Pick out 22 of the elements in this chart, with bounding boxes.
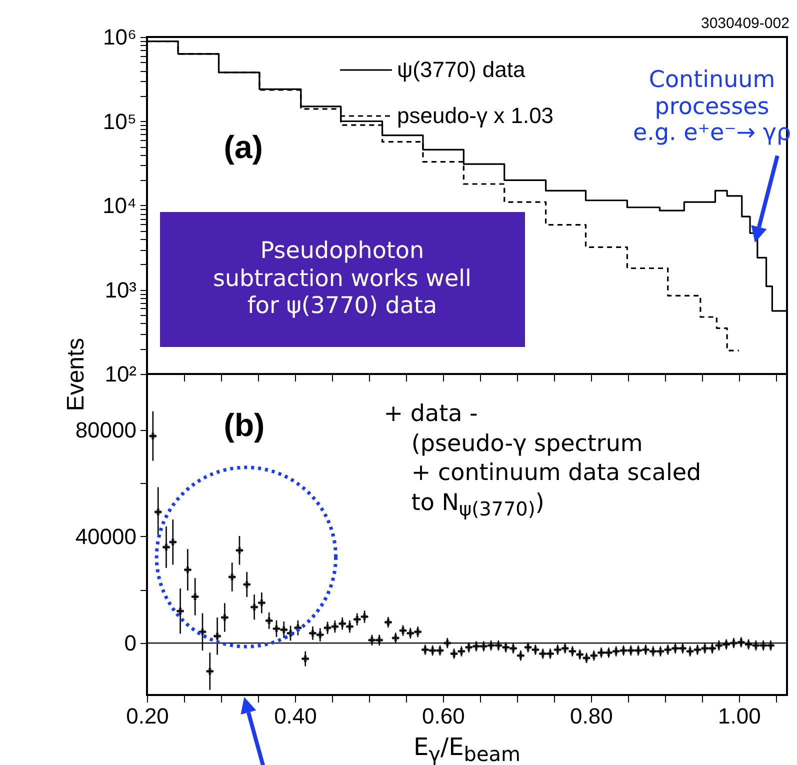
x-tick-label: 0.80	[570, 704, 613, 728]
legend-label: pseudo-γ x 1.03	[397, 103, 554, 128]
x-tick-label: 0.20	[126, 704, 169, 728]
y-tick-label: 10³	[104, 277, 136, 302]
y-tick-label: 10⁵	[102, 108, 136, 134]
y-tick-label: 10⁶	[102, 24, 136, 50]
x-tick-label: 0.60	[422, 704, 465, 728]
y-tick-label: 10²	[104, 362, 136, 386]
legend-label: ψ(3770) data	[397, 57, 526, 82]
y-tick-label: 40000	[75, 524, 136, 549]
x-tick-label: 1.00	[718, 704, 761, 728]
text-box: Pseudophoton subtraction works well for ψ(3770) data	[160, 212, 525, 348]
y-tick-label: 0	[124, 630, 136, 656]
annotation: + data - (pseudo-γ spectrum + continuum data scaled to N$_{ψ(3770)}$)	[384, 400, 702, 523]
text: 3030409-002	[701, 15, 790, 33]
x-axis-title: E$_{γ}$/E$_{beam}$	[414, 733, 521, 765]
annotation: (a)	[224, 128, 263, 166]
annotation: (b)	[224, 406, 265, 444]
y-tick-label: 80000	[75, 417, 136, 442]
y-axis-title: Events	[62, 338, 90, 412]
y-tick-label: 10⁴	[102, 193, 136, 218]
x-tick-label: 0.40	[274, 704, 317, 728]
